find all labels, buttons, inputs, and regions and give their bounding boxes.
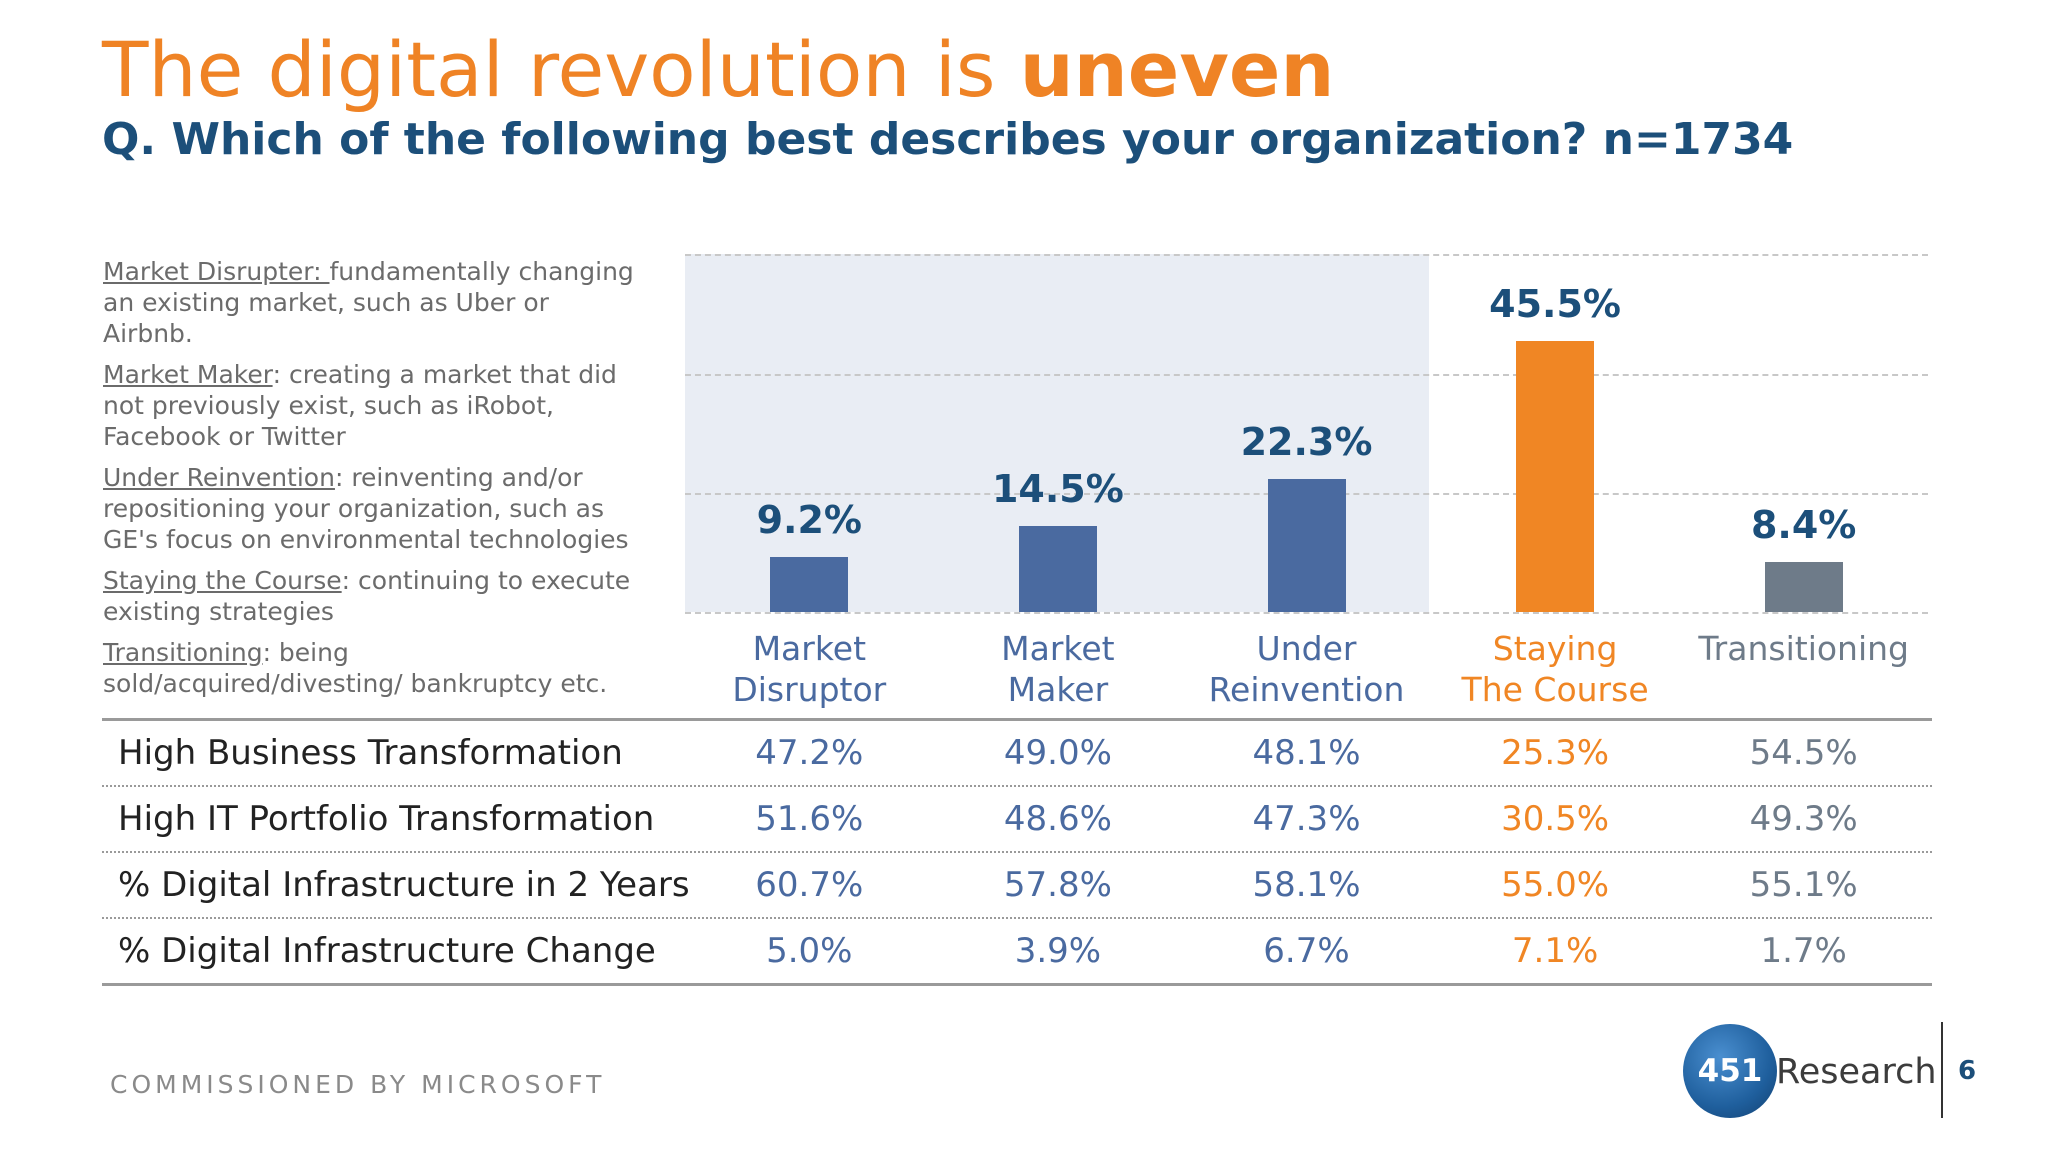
page-number: 6 — [1958, 1056, 1977, 1086]
gridline — [685, 254, 1928, 256]
bar-market-disruptor — [770, 557, 849, 612]
bar-value-label: 14.5% — [991, 466, 1124, 511]
category-label: Transitioning — [1698, 629, 1909, 668]
definition-text: fundamentally changing an existing marke… — [103, 257, 634, 348]
definition-term: Market Maker — [103, 360, 273, 389]
title-lead: The digital revolution is — [102, 25, 1020, 114]
definition-text: : being sold/acquired/divesting/ bankrup… — [103, 638, 608, 698]
bar-market-maker — [1018, 525, 1097, 612]
metrics-table: High Business Transformation 47.2% 49.0% 48… — [102, 718, 1932, 986]
table-cell: 3.9% — [1014, 931, 1102, 971]
definition-market-maker: Market Maker: creating a market that did… — [103, 359, 643, 452]
definition-term: Market Disrupter: — [103, 257, 330, 286]
table-cell: 7.1% — [1511, 931, 1599, 971]
table-cell: 47.3% — [1252, 799, 1361, 839]
bar-value-label: 22.3% — [1240, 420, 1373, 465]
definition-transitioning: Transitioning: being sold/acquired/dives… — [103, 637, 643, 699]
table-cell: 49.0% — [1003, 733, 1112, 773]
bar-value-label: 9.2% — [756, 498, 862, 543]
title-emphasis: uneven — [1019, 25, 1335, 114]
bar-under-reinvention — [1267, 479, 1346, 612]
table-cell: 30.5% — [1501, 799, 1610, 839]
footer-divider — [1941, 1022, 1943, 1118]
definition-text: : continuing to execute existing strateg… — [103, 566, 631, 626]
bar-staying-the-course — [1516, 341, 1595, 612]
bar-transitioning — [1764, 561, 1843, 612]
gridline — [685, 374, 1928, 376]
logo-word: Research — [1776, 1052, 1937, 1092]
definition-term: Staying the Course — [103, 566, 342, 595]
table-cell: 47.2% — [755, 733, 864, 773]
table-cell: 51.6% — [755, 799, 864, 839]
table-cell: 57.8% — [1003, 865, 1112, 905]
slide-subtitle: Q. Which of the following best describes… — [102, 114, 1794, 165]
table-cell: 58.1% — [1252, 865, 1361, 905]
table-row: High IT Portfolio Transformation 51.6% 48.… — [102, 785, 1932, 851]
bar-value-label: 45.5% — [1489, 282, 1622, 326]
table-cell: 25.3% — [1501, 733, 1610, 773]
table-row: % Digital Infrastructure Change 5.0% 3.9% 6… — [102, 917, 1932, 983]
table-cell: 5.0% — [766, 931, 853, 971]
category-label: Staying The Course — [1461, 629, 1649, 709]
table-row: High Business Transformation 47.2% 49.0% 48… — [102, 721, 1932, 785]
logo-451-icon: 451 — [1683, 1024, 1777, 1118]
table-cell: 60.7% — [755, 865, 864, 905]
bar-value-label: 8.4% — [1750, 502, 1857, 547]
table-cell: 6.7% — [1263, 931, 1350, 971]
table-cell: 55.1% — [1749, 865, 1858, 905]
row-label: % Digital Infrastructure in 2 Years — [118, 865, 690, 905]
category-label: Market Disruptor — [732, 629, 887, 709]
definition-text: : reinventing and/or repositioning your … — [103, 463, 629, 554]
gridline — [685, 612, 1928, 614]
definition-market-disrupter: Market Disrupter: fundamentally changing… — [103, 256, 643, 349]
row-label: High IT Portfolio Transformation — [118, 799, 655, 839]
category-label: Market Maker — [1001, 629, 1115, 709]
table-cell: 48.1% — [1252, 733, 1361, 773]
table-cell: 55.0% — [1501, 865, 1610, 905]
definition-staying-the-course: Staying the Course: continuing to execut… — [103, 565, 643, 627]
definition-term: Under Reinvention — [103, 463, 335, 492]
definition-under-reinvention: Under Reinvention: reinventing and/or re… — [103, 462, 643, 555]
category-label: Under Reinvention — [1208, 629, 1405, 709]
row-label: % Digital Infrastructure Change — [118, 931, 656, 971]
slide-title: The digital revolution is uneven — [102, 24, 1335, 115]
row-label: High Business Transformation — [118, 733, 623, 773]
definition-term: Transitioning — [103, 638, 263, 667]
definitions-list: Market Disrupter: fundamentally changing… — [103, 256, 643, 709]
table-cell: 54.5% — [1749, 733, 1858, 773]
definition-text: : creating a market that did not previou… — [103, 360, 617, 451]
footer-commission: COMMISSIONED BY MICROSOFT — [110, 1070, 606, 1099]
table-cell: 1.7% — [1760, 931, 1847, 971]
table-cell: 49.3% — [1749, 799, 1858, 839]
table-cell: 48.6% — [1003, 799, 1112, 839]
table-row: % Digital Infrastructure in 2 Years 60.7%… — [102, 851, 1932, 917]
